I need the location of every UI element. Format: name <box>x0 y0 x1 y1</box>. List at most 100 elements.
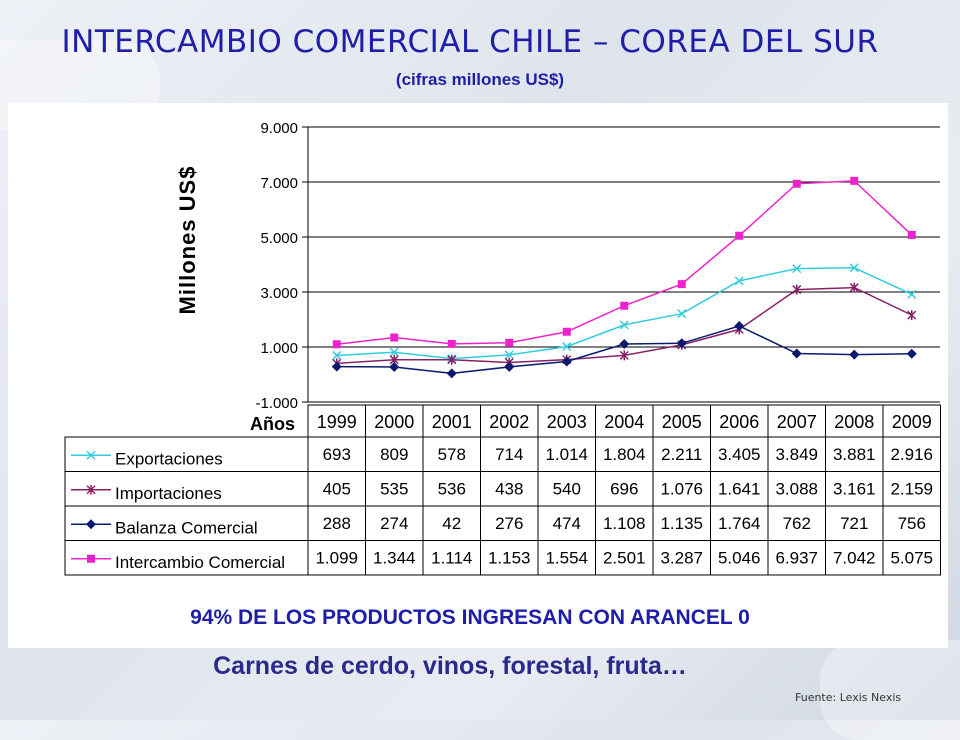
data-label: 2.159 <box>890 480 933 499</box>
data-point <box>504 350 514 360</box>
data-point <box>332 350 342 360</box>
data-point <box>87 554 95 563</box>
data-point <box>906 348 917 359</box>
data-point <box>86 450 96 460</box>
series-line <box>336 180 913 346</box>
data-label: 762 <box>783 514 811 533</box>
x-tick-label: 2009 <box>892 412 932 432</box>
data-label: 42 <box>442 514 461 533</box>
data-label: 6.937 <box>775 549 818 568</box>
data-point <box>331 361 342 372</box>
data-point <box>561 356 572 367</box>
data-label: 1.114 <box>431 549 472 568</box>
data-point <box>447 339 456 348</box>
products-note: Carnes de cerdo, vinos, forestal, fruta… <box>213 652 687 680</box>
data-point <box>447 354 457 365</box>
data-label: 693 <box>323 445 351 464</box>
data-label: 540 <box>553 480 581 499</box>
line-chart: 9.000 7.000 5.000 3.000 1.000 -1.000 1999 2000… <box>64 120 941 576</box>
y-tick-label: -1.000 <box>255 395 298 412</box>
y-axis-label: Millones US$ <box>175 165 200 315</box>
data-label: 578 <box>438 445 466 464</box>
data-point <box>734 320 745 331</box>
data-label: 809 <box>380 445 408 464</box>
data-label: 1.014 <box>545 445 588 464</box>
data-point <box>446 368 457 379</box>
x-tick-label: 2002 <box>489 412 529 432</box>
data-point <box>792 284 802 295</box>
y-tick-label: 9.000 <box>260 120 298 137</box>
data-point <box>332 340 341 349</box>
data-point <box>849 263 859 273</box>
x-axis-label: Años <box>250 414 295 434</box>
data-label: 2.501 <box>603 549 646 568</box>
data-label: 721 <box>840 514 868 533</box>
data-label: 1.764 <box>718 514 761 533</box>
data-point <box>619 339 630 350</box>
series-line <box>336 325 912 375</box>
data-point <box>562 342 572 352</box>
data-label: 1.135 <box>660 514 703 533</box>
data-point <box>677 309 687 319</box>
page-subtitle: (cifras millones US$) <box>395 70 565 89</box>
legend-entry: Exportaciones <box>115 449 223 468</box>
data-label: 536 <box>438 480 466 499</box>
data-point <box>676 338 687 349</box>
data-point <box>792 179 801 188</box>
x-tick-label: 2004 <box>604 412 644 432</box>
legend-entry: Importaciones <box>115 484 222 503</box>
data-point <box>907 310 917 321</box>
data-label: 1.344 <box>373 549 416 568</box>
data-label: 696 <box>610 480 638 499</box>
data-label: 438 <box>495 480 523 499</box>
data-label: 474 <box>553 514 581 533</box>
data-point <box>907 230 916 239</box>
data-label: 1.076 <box>660 480 703 499</box>
data-point <box>677 280 686 289</box>
data-label: 288 <box>323 514 351 533</box>
x-tick-label: 2006 <box>719 412 759 432</box>
data-label: 3.881 <box>833 445 876 464</box>
x-tick-label: 2007 <box>777 412 817 432</box>
x-tick-label: 2005 <box>662 412 702 432</box>
data-table: 1999 2000 2001 2002 2003 2004 2005 2006 2007 2008… <box>64 404 941 576</box>
y-tick-label: 7.000 <box>260 175 298 192</box>
data-label: 274 <box>380 514 408 533</box>
data-label: 1.108 <box>603 514 646 533</box>
data-label: 3.161 <box>833 480 876 499</box>
data-label: 1.099 <box>315 549 358 568</box>
data-point <box>562 327 571 336</box>
data-point <box>389 361 400 372</box>
legend-entry: Balanza Comercial <box>115 518 258 537</box>
data-label: 535 <box>380 480 408 499</box>
x-tick-label: 2003 <box>547 412 587 432</box>
data-point <box>504 361 515 372</box>
x-tick-label: 2000 <box>374 412 414 432</box>
data-point <box>390 333 399 342</box>
page-title: INTERCAMBIO COMERCIAL CHILE – COREA DEL … <box>61 24 879 60</box>
data-point <box>907 289 917 299</box>
data-label: 2.211 <box>661 445 702 464</box>
data-label: 1.804 <box>603 445 646 464</box>
data-point <box>505 338 514 347</box>
data-label: 3.088 <box>775 480 818 499</box>
legend-entry: Intercambio Comercial <box>115 553 285 572</box>
data-label: 3.849 <box>775 445 818 464</box>
data-label: 405 <box>323 480 351 499</box>
data-label: 1.554 <box>545 549 588 568</box>
data-point <box>849 282 859 293</box>
data-label: 714 <box>495 445 523 464</box>
data-label: 3.287 <box>660 549 703 568</box>
data-point <box>619 320 629 330</box>
data-point <box>791 348 802 359</box>
data-point <box>389 347 399 357</box>
data-point <box>734 276 744 286</box>
source-note: Fuente: Lexis Nexis <box>795 691 902 704</box>
data-label: 5.075 <box>890 549 933 568</box>
y-tick-label: 5.000 <box>260 230 298 247</box>
data-point <box>849 349 860 360</box>
data-label: 1.641 <box>718 480 761 499</box>
data-point <box>619 350 629 361</box>
data-point <box>735 231 744 240</box>
x-tick-label: 2001 <box>432 412 472 432</box>
